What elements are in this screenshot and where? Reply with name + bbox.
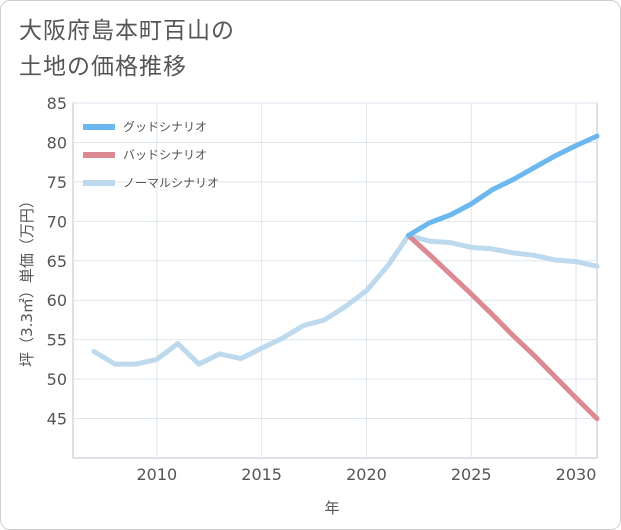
x-tick-label: 2015 <box>241 465 282 484</box>
y-axis-label: 坪（3.3㎡）単価（万円） <box>18 193 36 367</box>
y-tick-label: 80 <box>47 133 67 152</box>
y-tick-label: 55 <box>47 331 67 350</box>
x-tick-label: 2020 <box>346 465 387 484</box>
series-line-0 <box>405 133 600 238</box>
tick-labels: 45 50 55 60 65 70 75 80 85 2010 2015 2020 2025 2030 <box>47 94 597 484</box>
series-lines <box>91 133 600 422</box>
chart-title: 大阪府島本町百山の 土地の価格推移 <box>19 13 235 85</box>
legend-label-2: ノーマルシナリオ <box>123 176 219 190</box>
x-tick-label: 2010 <box>136 465 177 484</box>
y-tick-label: 45 <box>47 410 67 429</box>
grid-lines <box>73 102 597 458</box>
series-line-1 <box>405 233 600 422</box>
chart-title-line1: 大阪府島本町百山の <box>19 18 235 44</box>
y-tick-label: 75 <box>47 173 67 192</box>
y-tick-label: 70 <box>47 212 67 231</box>
y-tick-label: 50 <box>47 370 67 389</box>
x-tick-label: 2025 <box>451 465 492 484</box>
legend-label-1: バッドシナリオ <box>123 148 207 162</box>
series-line-2 <box>91 233 600 367</box>
y-tick-label: 85 <box>47 94 67 113</box>
y-tick-label: 65 <box>47 252 67 271</box>
x-tick-label: 2030 <box>556 465 597 484</box>
chart-title-line2: 土地の価格推移 <box>19 54 187 80</box>
y-tick-label: 60 <box>47 291 67 310</box>
legend-label-0: グッドシナリオ <box>123 120 207 134</box>
plot-area <box>72 102 598 459</box>
x-axis-label: 年 <box>324 499 339 517</box>
